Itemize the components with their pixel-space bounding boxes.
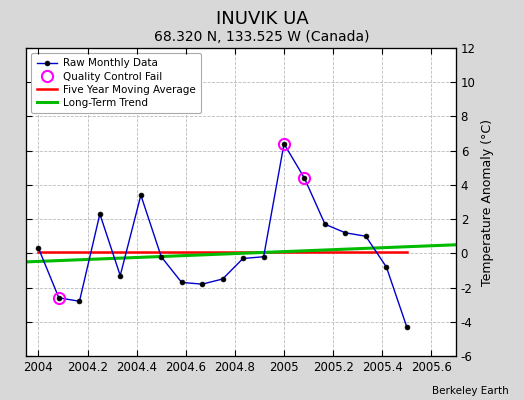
- Raw Monthly Data: [403, 324, 410, 329]
- Raw Monthly Data: [77, 299, 83, 304]
- Line: Quality Control Fail: Quality Control Fail: [53, 138, 310, 303]
- Raw Monthly Data: [97, 212, 103, 216]
- Line: Raw Monthly Data: Raw Monthly Data: [36, 141, 409, 329]
- Raw Monthly Data: [179, 280, 185, 285]
- Text: INUVIK UA: INUVIK UA: [215, 10, 309, 28]
- Raw Monthly Data: [220, 277, 226, 282]
- Quality Control Fail: [301, 176, 308, 180]
- Y-axis label: Temperature Anomaly (°C): Temperature Anomaly (°C): [482, 118, 494, 286]
- Raw Monthly Data: [35, 246, 41, 250]
- Raw Monthly Data: [117, 273, 123, 278]
- Raw Monthly Data: [199, 282, 205, 286]
- Legend: Raw Monthly Data, Quality Control Fail, Five Year Moving Average, Long-Term Tren: Raw Monthly Data, Quality Control Fail, …: [31, 53, 201, 113]
- Raw Monthly Data: [322, 222, 328, 227]
- Raw Monthly Data: [158, 254, 165, 259]
- Raw Monthly Data: [342, 230, 348, 235]
- Raw Monthly Data: [363, 234, 369, 239]
- Text: 68.320 N, 133.525 W (Canada): 68.320 N, 133.525 W (Canada): [154, 30, 370, 44]
- Quality Control Fail: [56, 296, 62, 300]
- Raw Monthly Data: [301, 176, 308, 180]
- Raw Monthly Data: [260, 254, 267, 259]
- Raw Monthly Data: [138, 193, 144, 198]
- Quality Control Fail: [281, 142, 287, 146]
- Raw Monthly Data: [56, 296, 62, 300]
- Raw Monthly Data: [240, 256, 246, 261]
- Raw Monthly Data: [281, 142, 287, 146]
- Text: Berkeley Earth: Berkeley Earth: [432, 386, 508, 396]
- Raw Monthly Data: [383, 265, 389, 270]
